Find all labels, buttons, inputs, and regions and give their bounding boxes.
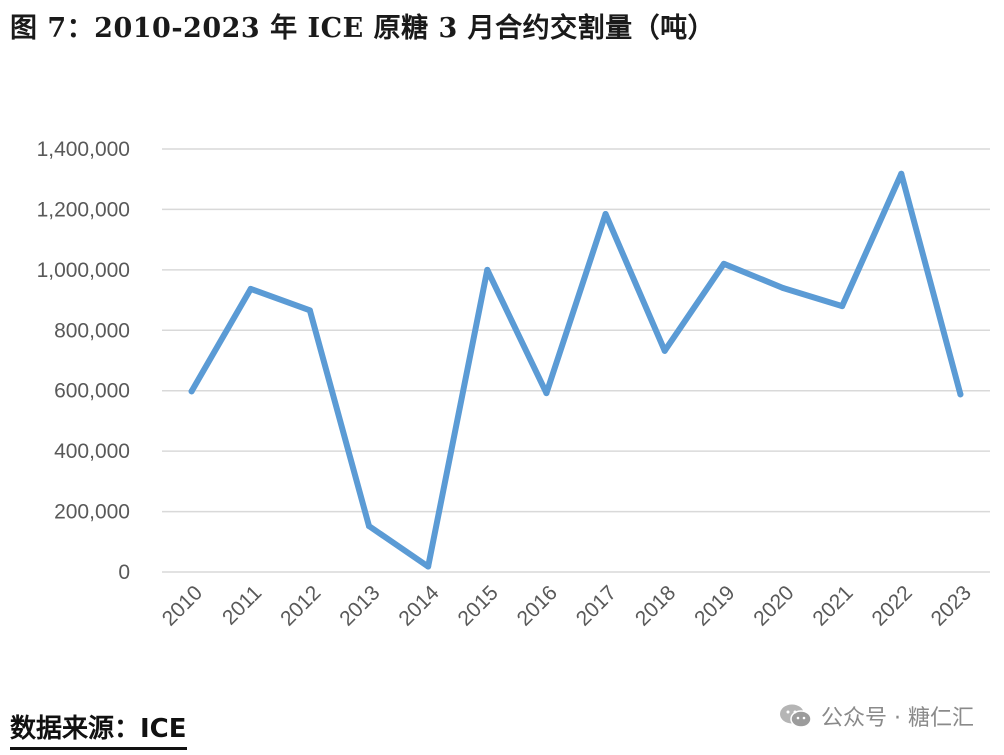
x-tick-label: 2010 [158,581,207,630]
y-axis-ticks: 0 200,000 400,000 600,000 800,000 1,000,000 1,… [37,138,130,584]
data-point [602,210,609,217]
x-tick-label: 2017 [572,581,621,630]
x-tick-label: 2013 [335,581,384,630]
y-tick-label: 1,400,000 [37,138,130,161]
x-tick-label: 2022 [868,581,917,630]
data-point [306,307,313,314]
y-tick-label: 0 [118,561,130,584]
y-tick-label: 1,000,000 [37,259,130,282]
x-tick-label: 2018 [631,581,680,630]
watermark-text: 公众号 · 糖仁汇 [821,706,974,731]
y-tick-label: 1,200,000 [37,198,130,221]
data-point [898,170,905,177]
data-point [780,284,786,291]
x-tick-label: 2014 [394,581,444,631]
x-tick-label: 2023 [927,581,976,630]
x-tick-label: 2021 [808,581,857,630]
line-chart: 0 200,000 400,000 600,000 800,000 1,000,000 1,… [37,138,990,631]
x-tick-label: 2012 [276,581,325,630]
y-tick-label: 800,000 [54,319,130,342]
y-tick-label: 400,000 [54,440,130,463]
data-point [484,266,491,273]
gridlines [162,148,990,573]
chart-title: 图 7：2010-2023 年 ICE 原糖 3 月合约交割量（吨） [10,13,716,44]
watermark: 公众号 · 糖仁汇 [779,700,974,732]
data-source-note: 数据来源：ICE [10,708,187,750]
x-tick-label: 2016 [513,581,562,630]
x-tick-label: 2011 [218,581,266,629]
data-point [425,563,432,570]
y-tick-label: 600,000 [54,380,130,403]
x-tick-label: 2015 [454,581,503,630]
data-point [839,303,846,310]
series-layer [188,170,964,570]
data-point [247,285,254,292]
data-point [661,347,668,354]
data-point [957,391,964,398]
data-point [366,523,372,530]
x-tick-label: 2019 [690,581,739,630]
x-axis-ticks: 2010 2011 2012 2013 2014 2015 2016 2017 2018 2019… [158,581,976,631]
data-point [543,390,550,397]
wechat-icon [780,704,812,728]
series-line [188,170,964,570]
data-point [720,260,727,267]
data-point [188,388,195,395]
y-tick-label: 200,000 [54,501,130,524]
x-tick-label: 2020 [749,581,798,630]
